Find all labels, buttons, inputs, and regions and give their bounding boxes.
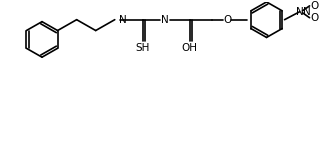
Text: O: O xyxy=(310,13,319,23)
Text: O: O xyxy=(223,15,231,25)
Text: O: O xyxy=(310,1,319,11)
Text: N: N xyxy=(119,15,127,25)
Text: N: N xyxy=(161,15,169,25)
Text: SH: SH xyxy=(136,43,150,53)
Text: N: N xyxy=(303,7,310,17)
Text: OH: OH xyxy=(182,43,198,53)
Text: N: N xyxy=(296,7,303,17)
